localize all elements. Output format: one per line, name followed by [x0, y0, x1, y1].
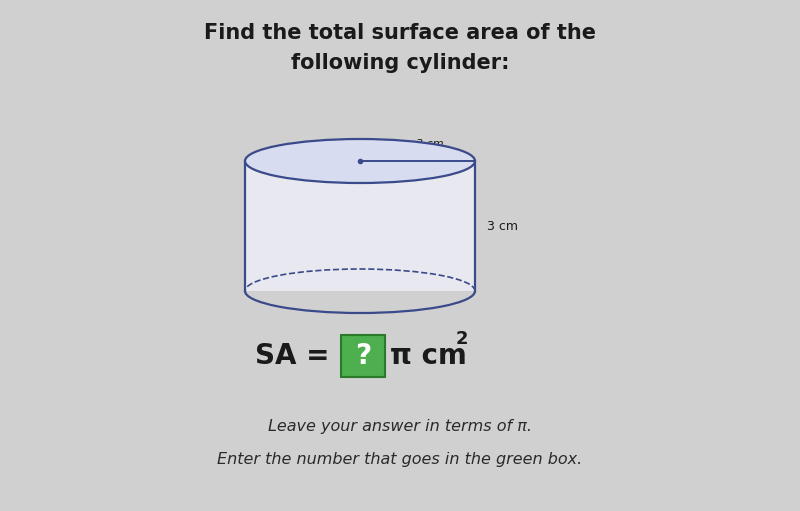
Text: SA =: SA =: [255, 342, 339, 370]
Text: π cm: π cm: [390, 342, 467, 370]
Text: ?: ?: [355, 342, 371, 370]
Text: r = 3 cm: r = 3 cm: [395, 139, 444, 149]
Text: Leave your answer in terms of π.: Leave your answer in terms of π.: [268, 419, 532, 433]
FancyBboxPatch shape: [341, 335, 385, 377]
Text: 3 cm: 3 cm: [487, 220, 518, 233]
Text: 2: 2: [456, 330, 469, 348]
Polygon shape: [245, 161, 475, 291]
Text: following cylinder:: following cylinder:: [290, 53, 510, 73]
Text: Enter the number that goes in the green box.: Enter the number that goes in the green …: [218, 452, 582, 467]
Text: Find the total surface area of the: Find the total surface area of the: [204, 23, 596, 43]
Ellipse shape: [245, 139, 475, 183]
